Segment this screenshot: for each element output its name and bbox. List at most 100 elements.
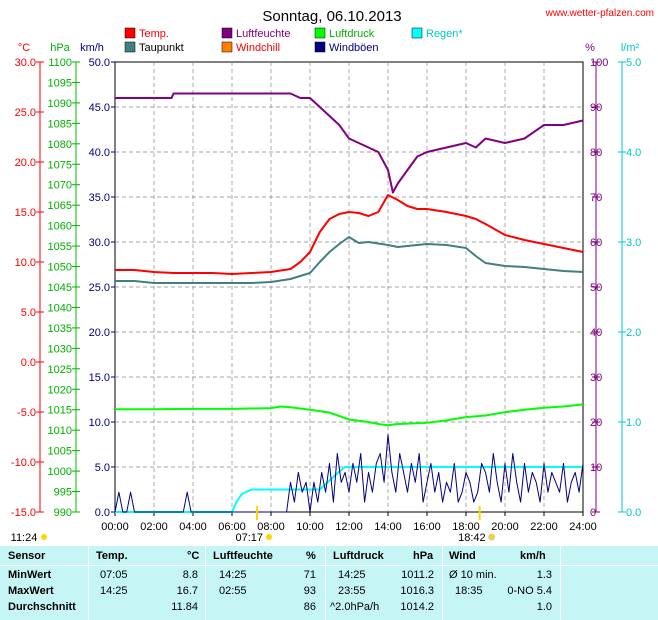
tick-temp-6: 0.0 [21,357,36,369]
tick-pressure-11: 1045 [48,282,72,294]
legend-label-6: Windböen [329,42,379,54]
row-max-humidity: 93 [303,585,316,597]
tick-temp-2: 20.0 [15,157,36,169]
stats-table: Sensor Temp. °C Luftfeuchte % Luftdruck … [0,546,658,620]
row-max-label: MaxWert [8,585,54,597]
legend: Temp. Luftfeuchte Luftdruck Regen* Taupunkt W… [124,27,463,54]
tick-pressure-16: 1020 [48,384,72,396]
row-min-temp: 8.8 [182,569,198,581]
site-url[interactable]: www.wetter-pfalzen.com [545,8,654,19]
header-humidity: Luftfeuchte [213,550,273,562]
tick-pressure-3: 1085 [48,118,72,130]
series-line-windben [114,434,584,513]
row-max-temp: 16.7 [176,585,198,597]
tick-humidity-5: 50 [590,282,602,294]
header-sensor: Sensor [8,550,46,562]
unit-wind: km/h [80,42,104,54]
sunset-time: 18:42 [458,532,486,544]
tick-time-11: 22:00 [530,521,558,533]
tick-time-6: 12:00 [335,521,363,533]
tick-wind-7: 15.0 [89,372,110,384]
tick-pressure-7: 1065 [48,200,72,212]
tick-pressure-22: 990 [54,507,72,519]
tick-temp-0: 30.0 [15,57,36,69]
row-min-temp-time: 07:05 [100,569,128,581]
tick-pressure-21: 995 [54,487,72,499]
tick-pressure-12: 1040 [48,302,72,314]
tick-humidity-6: 40 [590,327,602,339]
row-max-pressure: 1016.3 [400,585,434,597]
tick-temp-5: 5.0 [21,307,36,319]
row-min-humidity-time: 14:25 [219,569,247,581]
sunset-icon [488,533,496,541]
tick-pressure-4: 1080 [48,139,72,151]
row-max-wind: 0-NO 5.4 [507,585,552,597]
tick-rain-0: 5.0 [626,57,641,69]
tick-pressure-1: 1095 [48,77,72,89]
tick-temp-8: -10.0 [11,457,36,469]
row-max-pressure-time: 23:55 [338,585,366,597]
row-min-wind-time: Ø 10 min. [449,569,497,581]
legend-swatch-0 [124,27,136,39]
header-wind-unit: km/h [520,550,546,562]
series-line-luftfeuchte [115,92,584,194]
row-avg-label: Durchschnitt [8,601,76,613]
tick-wind-9: 5.0 [95,462,110,474]
row-avg-humidity: 86 [303,601,316,613]
legend-label-4: Taupunkt [139,42,184,54]
legend-label-2: Luftdruck [329,28,375,40]
tick-pressure-20: 1000 [48,466,72,478]
row-avg-wind: 1.0 [536,601,552,613]
tick-time-10: 20:00 [491,521,519,533]
tick-pressure-13: 1035 [48,323,72,335]
tick-wind-4: 30.0 [89,237,110,249]
tick-pressure-10: 1050 [48,262,72,274]
unit-pressure: hPa [50,42,70,54]
tick-wind-10: 0.0 [95,507,110,519]
tick-time-8: 16:00 [413,521,441,533]
tick-wind-5: 25.0 [89,282,110,294]
plot-area: 30.0 25.0 20.0 15.0 10.0 5.0 0.0 -5.0 -10.0 -15.0… [11,57,642,544]
unit-rain: l/m² [621,42,640,54]
row-avg-temp: 11.84 [171,601,198,613]
tick-rain-2: 3.0 [626,237,641,249]
sunrise-icon [266,534,273,540]
tick-rain-5: 0.0 [626,507,641,519]
tick-pressure-17: 1015 [48,405,72,417]
unit-temp: °C [18,42,30,54]
tick-time-12: 24:00 [569,521,597,533]
moon-time: 11:24 [11,532,38,544]
tick-humidity-4: 60 [590,237,602,249]
legend-label-1: Luftfeuchte [236,28,290,40]
header-humidity-unit: % [306,550,316,562]
tick-pressure-0: 1100 [48,57,72,69]
header-pressure-unit: hPa [413,550,434,562]
series-line-taupunkt [115,236,584,284]
tick-wind-0: 50.0 [89,57,110,69]
tick-humidity-1: 90 [590,102,602,114]
legend-swatch-6 [314,41,326,53]
tick-wind-1: 45.0 [89,102,110,114]
tick-time-1: 02:00 [140,521,168,533]
row-avg-pressure: 1014.2 [400,601,434,613]
tick-temp-9: -15.0 [11,507,36,519]
series-line-luftdruck [115,403,584,427]
tick-humidity-0: 100 [590,57,608,69]
row-min-pressure-time: 14:25 [338,569,366,581]
tick-humidity-7: 30 [590,372,602,384]
tick-pressure-5: 1075 [48,159,72,171]
row-max-temp-time: 14:25 [100,585,128,597]
legend-swatch-4 [124,41,136,53]
tick-time-9: 18:00 [452,521,480,533]
header-pressure: Luftdruck [333,550,384,562]
tick-time-2: 04:00 [179,521,207,533]
header-temp-unit: °C [187,550,200,562]
row-min-label: MinWert [8,569,52,581]
tick-pressure-2: 1090 [48,98,72,110]
tick-temp-7: -5.0 [17,407,36,419]
row-avg-pressure-trend: ^2.0hPa/h [330,601,380,613]
series-line-regen [115,466,583,513]
tick-rain-4: 1.0 [626,417,641,429]
legend-label-0: Temp. [139,28,169,40]
legend-label-3: Regen* [426,28,463,40]
